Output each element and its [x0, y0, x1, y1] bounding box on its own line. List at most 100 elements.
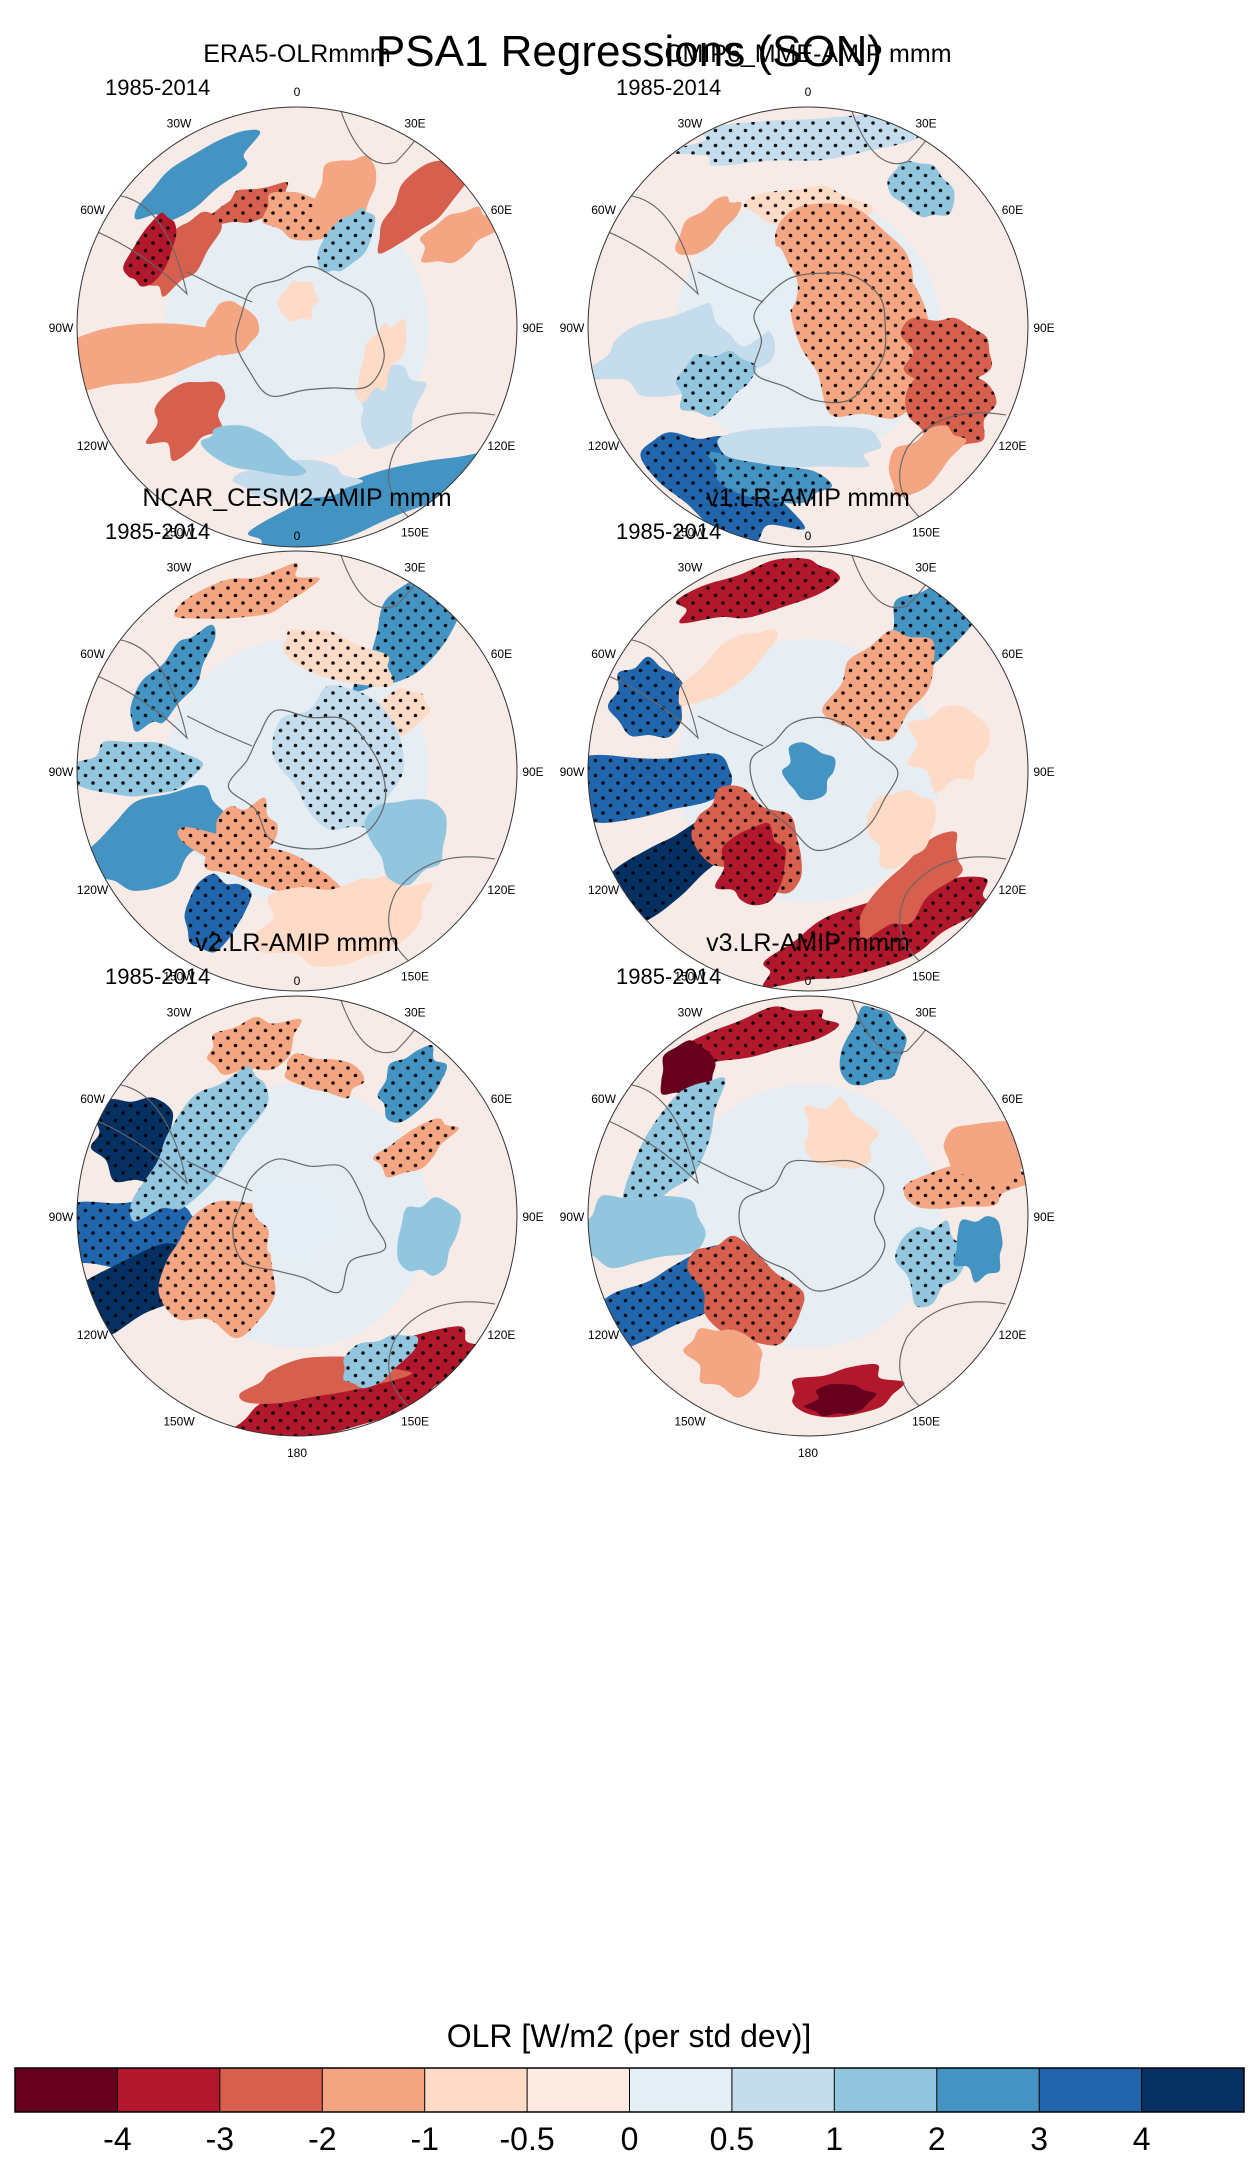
significance-stipple [77, 740, 203, 797]
longitude-label: 120E [998, 1328, 1026, 1342]
longitude-label: 60W [80, 203, 105, 217]
longitude-label: 120E [998, 883, 1026, 897]
significance-stipple [89, 1097, 176, 1185]
anomaly-contour [943, 1121, 1028, 1187]
colorbar-swatch [117, 2068, 221, 2112]
longitude-label: 30E [915, 561, 936, 575]
longitude-label: 120W [77, 883, 109, 897]
anomaly-contour [205, 300, 260, 356]
anomaly-contour [355, 364, 427, 450]
longitude-label: 150W [674, 525, 706, 539]
colorbar-swatch [834, 2068, 938, 2112]
map-border [76, 995, 518, 1437]
panel-period: 1985-2014 [105, 964, 210, 989]
longitude-label: 30E [915, 117, 936, 131]
south-america-coastline [87, 194, 188, 296]
anomaly-contour [145, 381, 226, 461]
longitude-label: 150W [163, 525, 195, 539]
colorbar-swatch [527, 2068, 630, 2112]
longitude-label: 90E [522, 321, 543, 335]
longitude-label: 120E [487, 1328, 515, 1342]
significance-stipple [206, 1016, 302, 1075]
longitude-label: 30E [404, 1006, 425, 1020]
significance-stipple [272, 685, 405, 831]
longitude-label: 60E [1002, 1092, 1023, 1106]
panel-title: v1.LR-AMIP mmm [706, 484, 910, 512]
anomaly-contour [717, 426, 882, 468]
longitude-label: 0 [294, 85, 301, 99]
significance-stipple [343, 1334, 419, 1389]
south-america-coastline [87, 1083, 188, 1185]
longitude-label: 60W [591, 1092, 616, 1106]
australia-coastline [388, 1301, 496, 1415]
map-border [587, 550, 1029, 992]
colorbar-swatch [1141, 2068, 1245, 2112]
longitude-label: 150E [401, 1414, 429, 1428]
significance-stipple [675, 558, 840, 624]
colorbar-swatch [1039, 2068, 1143, 2112]
polar-map-panel: 0 30E 60E 90E 120E 150E 180 150W 120W 90W 60W 30W v2… [49, 929, 544, 1460]
antarctica-coastline [753, 272, 887, 404]
longitude-label: 30E [404, 117, 425, 131]
panel-period: 1985-2014 [616, 964, 721, 989]
significance-stipple [640, 432, 806, 544]
significance-stipple [685, 1006, 840, 1065]
map-border [587, 995, 1029, 1437]
longitude-label: 120W [77, 439, 109, 453]
anomaly-contour [364, 799, 447, 886]
significance-stipple [284, 1053, 365, 1099]
longitude-label: 90W [49, 1210, 74, 1224]
longitude-label: 30W [678, 1006, 703, 1020]
anomaly-contour [678, 629, 778, 706]
peninsula-coastline [697, 715, 764, 747]
polar-map-panel: 030E60E90E120E150E180150W120W90W60W30Wv1… [560, 484, 1055, 1015]
significance-stipple [707, 451, 833, 504]
longitude-label: 90W [560, 765, 585, 779]
longitude-label: 150E [912, 969, 940, 983]
colorbar-swatch [219, 2068, 323, 2112]
longitude-label: 60W [591, 647, 616, 661]
longitude-label: 90E [1033, 321, 1054, 335]
significance-stipple [123, 212, 177, 287]
longitude-label: 150W [163, 969, 195, 983]
colorbar-tick-label: 3 [1030, 2121, 1048, 2157]
significance-stipple [283, 629, 394, 688]
panel-title: v3.LR-AMIP mmm [706, 929, 910, 957]
antarctica-coastline [232, 1158, 387, 1294]
longitude-label: 150W [163, 1414, 195, 1428]
longitude-label: 90E [1033, 1210, 1054, 1224]
significance-stipple [377, 1045, 448, 1123]
anomaly-contour [782, 742, 836, 801]
anomaly-contour [247, 447, 510, 547]
longitude-label: 30E [404, 561, 425, 575]
peninsula-coastline [697, 271, 764, 303]
colorbar-tick-label: -1 [410, 2121, 438, 2157]
longitude-label: 30E [915, 1006, 936, 1020]
colorbar-tick-label: -3 [206, 2121, 234, 2157]
map-border [587, 106, 1029, 548]
colorbar-tick-label: 4 [1133, 2121, 1151, 2157]
panels: 0 30E 60E 90E 120E 150E 180 150W 120W 90W 60W 30W ER… [49, 40, 1055, 1460]
anomaly-contour [377, 160, 468, 254]
map-border [76, 550, 518, 992]
australia-coastline [899, 856, 1007, 970]
anomaly-contour [588, 1195, 706, 1269]
longitude-label: 60E [491, 647, 512, 661]
polar-map-panel: 030E60E90E120E150E180150W120W90W60W30WER… [49, 40, 544, 571]
polar-map-panel: 030E60E90E120E150E180150W120W90W60W30WCM… [560, 40, 1055, 571]
panel-title: NCAR_CESM2-AMIP mmm [142, 484, 451, 512]
australia-coastline [899, 412, 1007, 526]
longitude-label: 60E [491, 203, 512, 217]
significance-stipple [158, 1200, 276, 1339]
longitude-label: 90E [522, 765, 543, 779]
panel-period: 1985-2014 [105, 519, 210, 544]
longitude-label: 150E [912, 1414, 940, 1428]
colorbar-swatch [322, 2068, 426, 2112]
significance-stipple [895, 1220, 966, 1308]
colorbar-swatch [731, 2068, 835, 2112]
longitude-label: 0 [805, 974, 812, 988]
longitude-label: 30W [678, 117, 703, 131]
peninsula-coastline [697, 1160, 764, 1192]
anomaly-contour [953, 1216, 1003, 1283]
